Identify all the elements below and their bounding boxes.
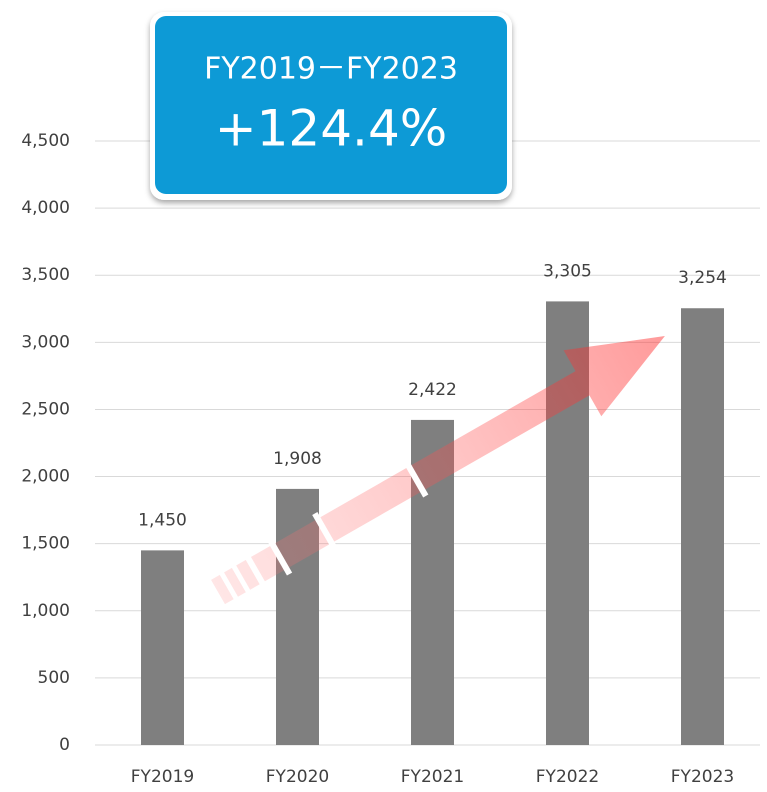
y-tick-label: 1,500	[21, 534, 70, 554]
callout-period: FY2019－FY2023	[204, 52, 458, 87]
y-tick-label: 3,500	[21, 265, 70, 285]
x-tick-label: FY2019	[131, 767, 194, 787]
value-label: 3,254	[678, 268, 727, 288]
y-tick-label: 3,000	[21, 332, 70, 352]
x-tick-label: FY2020	[266, 767, 329, 787]
y-tick-label: 1,000	[21, 601, 70, 621]
y-tick-label: 2,000	[21, 467, 70, 487]
y-tick-label: 500	[38, 668, 70, 688]
value-label: 2,422	[408, 380, 457, 400]
y-tick-label: 4,000	[21, 198, 70, 218]
value-label: 3,305	[543, 261, 592, 281]
bar	[141, 550, 184, 745]
x-tick-label: FY2021	[401, 767, 464, 787]
x-tick-label: FY2022	[536, 767, 599, 787]
bar	[681, 308, 724, 745]
growth-callout	[150, 12, 512, 200]
y-tick-label: 0	[59, 735, 70, 755]
value-label: 1,908	[273, 449, 322, 469]
y-tick-label: 2,500	[21, 399, 70, 419]
y-tick-label: 4,500	[21, 131, 70, 151]
value-label: 1,450	[138, 510, 187, 530]
x-tick-label: FY2023	[671, 767, 734, 787]
callout-growth: +124.4%	[215, 100, 448, 158]
trend-arrow	[211, 336, 665, 605]
